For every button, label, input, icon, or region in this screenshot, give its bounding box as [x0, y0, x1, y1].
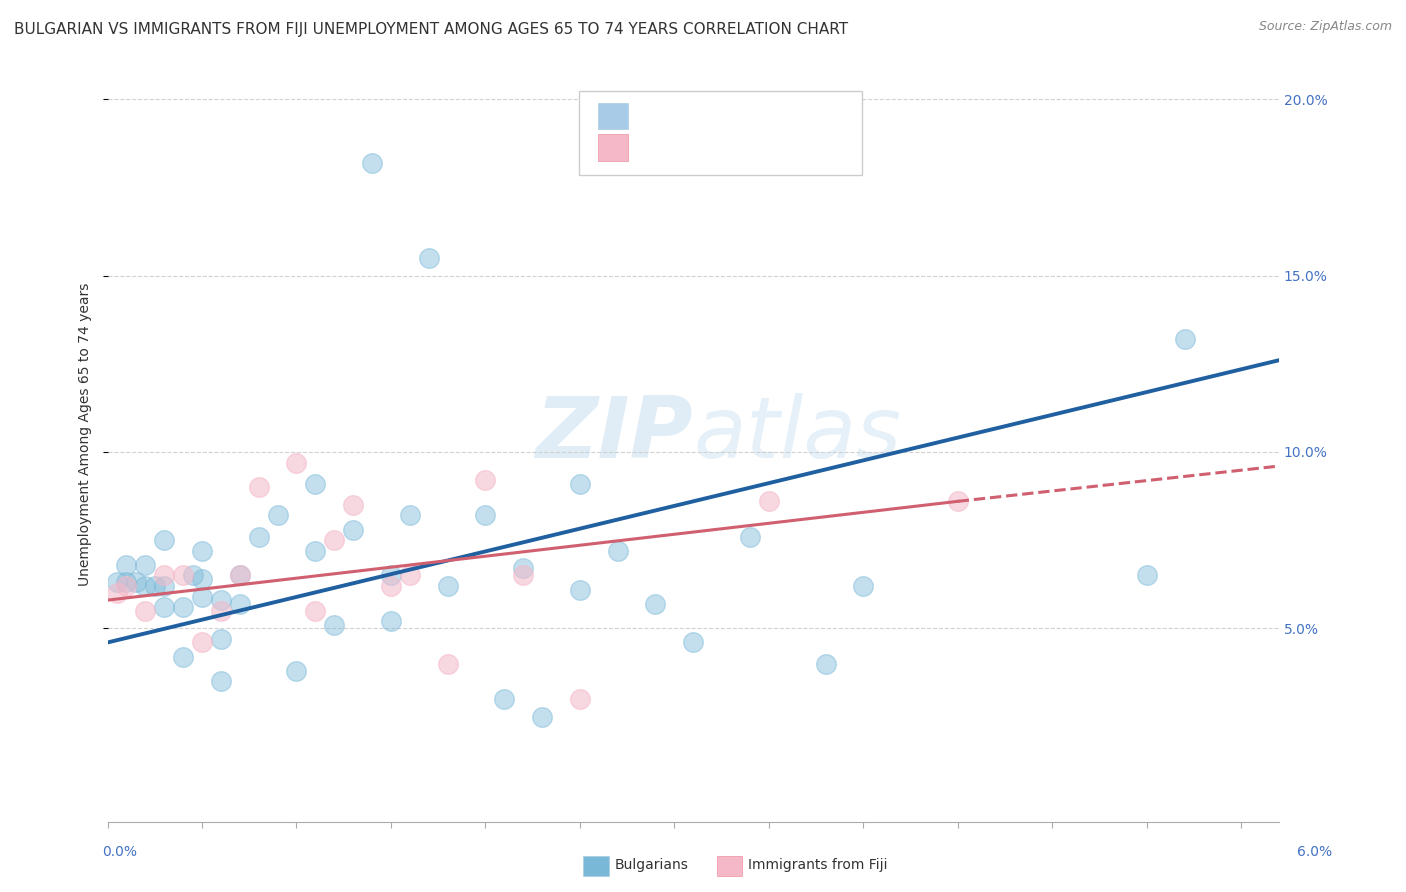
Point: [946, 494, 969, 508]
Point: [266, 508, 288, 523]
Point: [342, 498, 364, 512]
Point: [304, 604, 326, 618]
Point: [512, 561, 534, 575]
Text: R =  0.311: R = 0.311: [643, 138, 731, 156]
Point: [418, 251, 440, 265]
Point: [209, 604, 232, 618]
Point: [115, 575, 138, 590]
Point: [134, 558, 156, 572]
Point: [814, 657, 837, 671]
Point: [436, 579, 458, 593]
Point: [361, 155, 384, 169]
Point: [399, 568, 422, 582]
Point: [323, 533, 346, 548]
Text: BULGARIAN VS IMMIGRANTS FROM FIJI UNEMPLOYMENT AMONG AGES 65 TO 74 YEARS CORRELA: BULGARIAN VS IMMIGRANTS FROM FIJI UNEMPL…: [14, 22, 848, 37]
Point: [494, 692, 516, 706]
Point: [209, 593, 232, 607]
Text: R = 0.366: R = 0.366: [643, 107, 725, 125]
Point: [134, 604, 156, 618]
Point: [644, 597, 666, 611]
Point: [125, 575, 148, 590]
Point: [1173, 332, 1195, 346]
Point: [285, 456, 308, 470]
Point: [285, 664, 308, 678]
Point: [134, 579, 156, 593]
Point: [568, 692, 591, 706]
Text: ZIP: ZIP: [536, 392, 693, 475]
Point: [606, 543, 628, 558]
Point: [153, 568, 176, 582]
Point: [304, 476, 326, 491]
Point: [342, 523, 364, 537]
Point: [380, 568, 402, 582]
Point: [1136, 568, 1159, 582]
Point: [380, 579, 402, 593]
Point: [105, 586, 128, 600]
Point: [247, 480, 270, 494]
Point: [531, 709, 554, 723]
Point: [229, 597, 252, 611]
Point: [209, 674, 232, 689]
Point: [229, 568, 252, 582]
Point: [115, 558, 138, 572]
Point: [474, 473, 496, 487]
Point: [852, 579, 875, 593]
Y-axis label: Unemployment Among Ages 65 to 74 years: Unemployment Among Ages 65 to 74 years: [79, 283, 93, 586]
Text: Immigrants from Fiji: Immigrants from Fiji: [748, 858, 887, 872]
Point: [247, 530, 270, 544]
Point: [172, 568, 194, 582]
Point: [323, 617, 346, 632]
Text: N = 48: N = 48: [738, 107, 800, 125]
Point: [153, 579, 176, 593]
Text: N = 20: N = 20: [738, 138, 800, 156]
Point: [474, 508, 496, 523]
Point: [209, 632, 232, 646]
Point: [568, 582, 591, 597]
Point: [191, 635, 214, 649]
Point: [229, 568, 252, 582]
Point: [143, 579, 166, 593]
Point: [172, 649, 194, 664]
Point: [512, 568, 534, 582]
Text: atlas: atlas: [693, 392, 901, 475]
Point: [568, 476, 591, 491]
Point: [172, 600, 194, 615]
Point: [181, 568, 204, 582]
Point: [191, 543, 214, 558]
Point: [436, 657, 458, 671]
Point: [399, 508, 422, 523]
Text: Bulgarians: Bulgarians: [614, 858, 689, 872]
Text: Source: ZipAtlas.com: Source: ZipAtlas.com: [1258, 20, 1392, 33]
Point: [191, 590, 214, 604]
Point: [758, 494, 780, 508]
Text: 6.0%: 6.0%: [1298, 845, 1331, 859]
Point: [153, 600, 176, 615]
Point: [105, 575, 128, 590]
Point: [191, 572, 214, 586]
Point: [153, 533, 176, 548]
Text: 0.0%: 0.0%: [103, 845, 136, 859]
Point: [380, 615, 402, 629]
Point: [682, 635, 704, 649]
Point: [738, 530, 761, 544]
Point: [115, 579, 138, 593]
Point: [304, 543, 326, 558]
